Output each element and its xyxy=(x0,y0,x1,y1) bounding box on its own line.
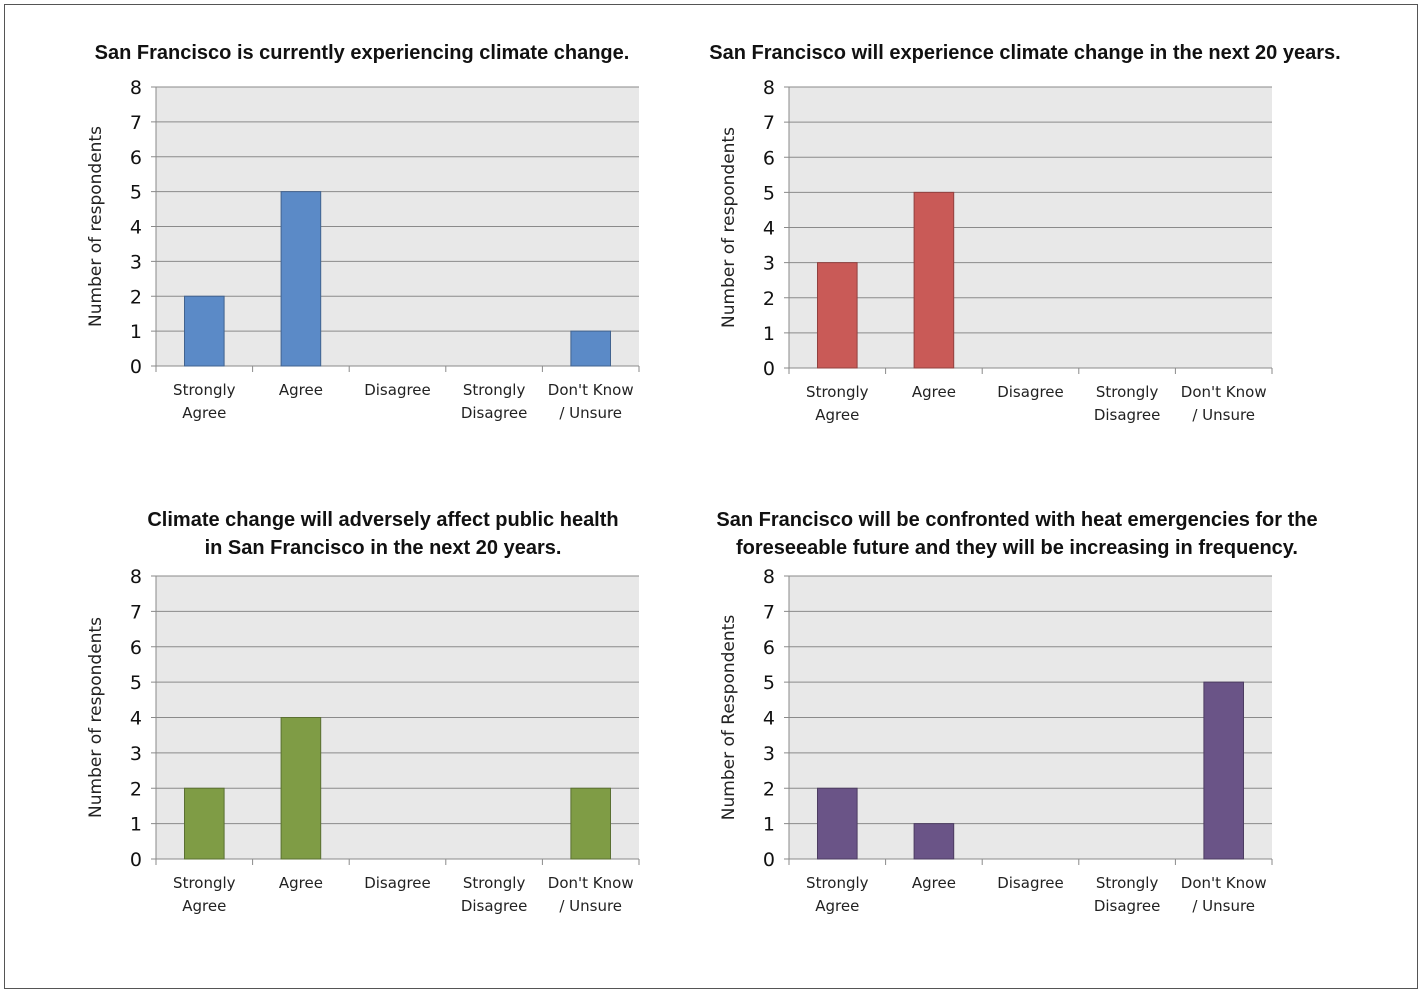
y-tick-label: 3 xyxy=(763,253,775,275)
x-tick-label: Strongly xyxy=(463,381,526,399)
y-tick-label: 7 xyxy=(130,112,142,134)
y-tick-label: 7 xyxy=(763,601,775,623)
x-tick-label: Agree xyxy=(912,874,956,892)
x-tick-label: Agree xyxy=(815,897,859,915)
y-tick-label: 4 xyxy=(763,708,775,730)
chart-public-health: Climate change will adversely affect pub… xyxy=(5,488,705,958)
x-tick-label: Disagree xyxy=(1094,897,1161,915)
bar xyxy=(183,295,225,367)
x-tick-label: Strongly xyxy=(806,383,869,401)
x-tick-label: Agree xyxy=(279,381,323,399)
chart-heat-emergencies: San Francisco will be confronted with he… xyxy=(638,488,1338,958)
y-tick-label: 7 xyxy=(130,601,142,623)
bar xyxy=(913,823,955,860)
y-tick-label: 5 xyxy=(130,672,142,694)
x-tick-label: Agree xyxy=(279,874,323,892)
y-tick-label: 0 xyxy=(130,356,142,378)
y-axis-label: Number of respondents xyxy=(86,617,106,818)
y-tick-label: 1 xyxy=(130,814,142,836)
bar xyxy=(1203,681,1245,860)
chart-future-climate-change: San Francisco will experience climate ch… xyxy=(638,5,1340,475)
x-tick-label: Agree xyxy=(815,406,859,424)
bar xyxy=(913,191,955,369)
x-tick-label: Strongly xyxy=(173,874,236,892)
x-tick-label: / Unsure xyxy=(559,897,622,915)
y-tick-label: 0 xyxy=(763,358,775,380)
x-tick-label: / Unsure xyxy=(1192,406,1255,424)
y-tick-label: 5 xyxy=(130,182,142,204)
x-tick-label: Agree xyxy=(182,897,226,915)
bar xyxy=(570,330,612,367)
y-tick-label: 2 xyxy=(130,778,142,800)
x-tick-label: Disagree xyxy=(997,383,1064,401)
y-axis-label: Number of respondents xyxy=(719,127,739,328)
y-tick-label: 2 xyxy=(130,286,142,308)
x-tick-label: Disagree xyxy=(461,897,528,915)
y-tick-label: 8 xyxy=(763,566,775,588)
x-tick-label: Disagree xyxy=(1094,406,1161,424)
y-tick-label: 0 xyxy=(763,849,775,871)
y-tick-label: 6 xyxy=(763,637,775,659)
y-tick-label: 2 xyxy=(763,778,775,800)
chart-current-climate-change: San Francisco is currently experiencing … xyxy=(5,5,705,475)
y-tick-label: 8 xyxy=(763,77,775,99)
chart-title: foreseeable future and they will be incr… xyxy=(736,537,1298,559)
chart-title: San Francisco will be confronted with he… xyxy=(716,509,1317,531)
x-tick-label: Don't Know xyxy=(1181,383,1267,401)
y-tick-label: 7 xyxy=(763,112,775,134)
bar xyxy=(816,262,858,369)
x-tick-label: Disagree xyxy=(364,874,431,892)
x-tick-label: Strongly xyxy=(173,381,236,399)
x-tick-label: / Unsure xyxy=(559,404,622,422)
x-tick-label: Strongly xyxy=(463,874,526,892)
bar xyxy=(570,787,612,860)
x-tick-label: Strongly xyxy=(1096,874,1159,892)
chart-title: Climate change will adversely affect pub… xyxy=(147,509,618,531)
figure-frame: San Francisco is currently experiencing … xyxy=(4,4,1418,989)
x-tick-label: Strongly xyxy=(1096,383,1159,401)
x-tick-label: Strongly xyxy=(806,874,869,892)
y-tick-label: 4 xyxy=(763,218,775,240)
x-tick-label: Don't Know xyxy=(548,874,634,892)
y-tick-label: 3 xyxy=(130,251,142,273)
y-tick-label: 3 xyxy=(763,743,775,765)
bar xyxy=(816,787,858,860)
y-tick-label: 1 xyxy=(130,321,142,343)
y-tick-label: 5 xyxy=(763,182,775,204)
bar xyxy=(280,717,322,860)
bar xyxy=(183,787,225,860)
y-tick-label: 4 xyxy=(130,217,142,239)
y-tick-label: 1 xyxy=(763,323,775,345)
x-tick-label: Don't Know xyxy=(1181,874,1267,892)
y-tick-label: 2 xyxy=(763,288,775,310)
x-tick-label: / Unsure xyxy=(1192,897,1255,915)
y-tick-label: 6 xyxy=(763,147,775,169)
bar xyxy=(280,191,322,367)
x-tick-label: Disagree xyxy=(461,404,528,422)
y-tick-label: 6 xyxy=(130,147,142,169)
y-tick-label: 0 xyxy=(130,849,142,871)
chart-title: in San Francisco in the next 20 years. xyxy=(205,537,562,559)
y-tick-label: 3 xyxy=(130,743,142,765)
chart-svg: San Francisco will be confronted with he… xyxy=(716,509,1317,915)
y-tick-label: 4 xyxy=(130,708,142,730)
y-tick-label: 8 xyxy=(130,77,142,99)
chart-title: San Francisco is currently experiencing … xyxy=(95,42,630,64)
y-axis-label: Number of respondents xyxy=(86,126,106,327)
y-axis-label: Number of Respondents xyxy=(719,615,739,821)
x-tick-label: Agree xyxy=(912,383,956,401)
x-tick-label: Disagree xyxy=(364,381,431,399)
chart-title: San Francisco will experience climate ch… xyxy=(709,42,1340,64)
x-tick-label: Agree xyxy=(182,404,226,422)
x-tick-label: Disagree xyxy=(997,874,1064,892)
chart-svg: San Francisco will experience climate ch… xyxy=(709,42,1340,424)
y-tick-label: 1 xyxy=(763,814,775,836)
y-tick-label: 8 xyxy=(130,566,142,588)
chart-svg: Climate change will adversely affect pub… xyxy=(86,509,640,915)
x-tick-label: Don't Know xyxy=(548,381,634,399)
y-tick-label: 6 xyxy=(130,637,142,659)
chart-svg: San Francisco is currently experiencing … xyxy=(86,42,640,422)
y-tick-label: 5 xyxy=(763,672,775,694)
